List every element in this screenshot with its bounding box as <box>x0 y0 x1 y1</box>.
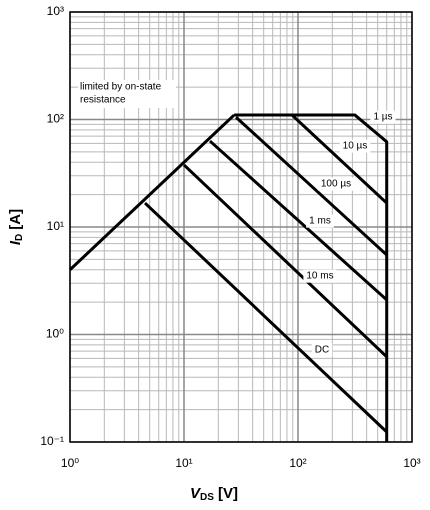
curves <box>68 113 389 442</box>
series-line <box>68 113 236 271</box>
curve-labels: 1 µs 10 µs 100 µs 1 ms 10 ms DC <box>303 110 396 357</box>
annotation-bg <box>78 80 176 108</box>
x-tick-label: 10³ <box>403 456 420 470</box>
x-label-unit: [V] <box>218 485 238 502</box>
y-tick-label: 10² <box>47 112 64 126</box>
series-line <box>182 163 388 358</box>
curve-label: 10 µs <box>343 141 368 152</box>
label-bg <box>311 343 333 357</box>
y-label-unit: [A] <box>7 209 24 230</box>
curve-label: 1 µs <box>373 112 392 123</box>
x-label-symbol: V <box>190 485 202 502</box>
series-line <box>234 113 389 442</box>
plot-frame <box>69 11 413 443</box>
y-axis-label: ID [A] <box>7 209 25 245</box>
annotation-line: resistance <box>80 95 126 106</box>
series-line <box>235 116 388 257</box>
annotation-line: limited by on-state <box>80 82 162 93</box>
y-label-symbol: I <box>7 240 24 245</box>
label-bg <box>339 139 371 153</box>
series-line <box>290 113 388 205</box>
y-tick-label: 10⁻¹ <box>40 434 64 448</box>
label-bg <box>306 214 334 228</box>
y-tick-label: 10¹ <box>47 219 64 233</box>
annotation: limited by on-state resistance <box>78 80 176 108</box>
x-tick-label: 10⁰ <box>61 456 79 470</box>
curve-label: 100 µs <box>321 179 351 190</box>
curve-label: 1 ms <box>309 216 331 227</box>
grid <box>69 11 413 443</box>
label-bg <box>303 269 337 283</box>
curve-label: DC <box>315 345 329 356</box>
curve-label: 10 ms <box>306 271 333 282</box>
label-bg <box>370 110 396 124</box>
x-tick-label: 10² <box>289 456 306 470</box>
series-line <box>208 139 388 301</box>
x-axis-label: VDS [V] <box>190 485 238 503</box>
y-label-subscript: D <box>14 234 25 241</box>
y-tick-label: 10⁰ <box>46 327 64 341</box>
series-line <box>143 201 388 434</box>
label-bg <box>317 177 355 191</box>
x-label-subscript: DS <box>200 492 214 503</box>
x-tick-label: 10¹ <box>175 456 192 470</box>
y-tick-label: 10³ <box>47 4 64 18</box>
